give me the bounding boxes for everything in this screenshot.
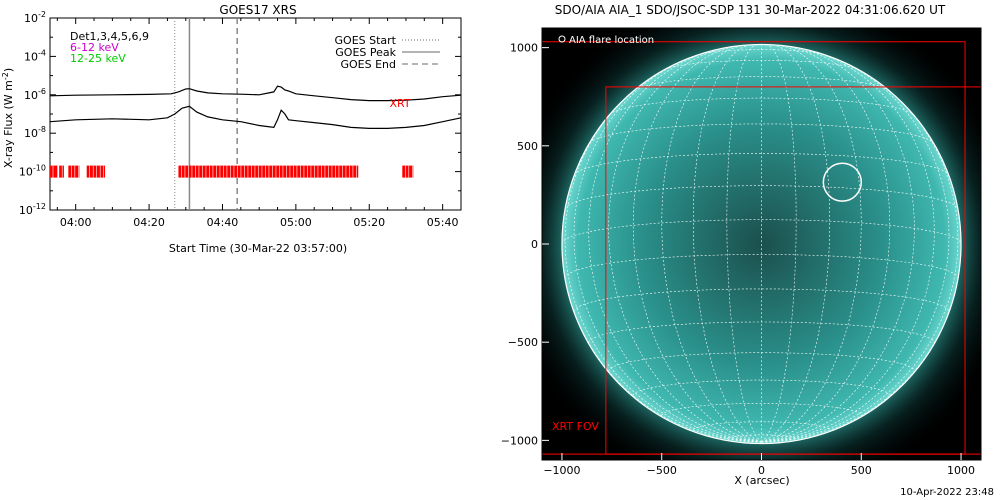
aia-x-axis-label: X (arcsec) bbox=[734, 474, 789, 487]
aia-y-tick-label: −500 bbox=[508, 336, 538, 349]
longitude-line bbox=[564, 81, 762, 443]
aia-y-tick-label: 1000 bbox=[510, 42, 538, 55]
aia-y-tick-label: 500 bbox=[517, 140, 538, 153]
aia-x-tick-label: 0 bbox=[758, 464, 765, 477]
goes-legend-label: GOES Peak bbox=[335, 46, 396, 59]
solar-disk bbox=[561, 44, 962, 444]
goes-legend-label: GOES End bbox=[340, 58, 396, 71]
goes-y-tick-label: 10-2 bbox=[24, 10, 46, 25]
aia-y-tick-label: −1000 bbox=[501, 434, 538, 447]
aia-x-tick-label: −1000 bbox=[543, 464, 580, 477]
aia-plot-area: AIA flare location XRT FOV −1000 −500 0 500 10… bbox=[501, 27, 982, 477]
aia-flare-legend-label: AIA flare location bbox=[569, 35, 654, 46]
goes-series-line-1 bbox=[49, 105, 462, 129]
aia-title: SDO/AIA AIA_1 SDO/JSOC-SDP 131 30-Mar-20… bbox=[555, 3, 946, 17]
goes-x-tick-label: 05:20 bbox=[353, 216, 385, 229]
goes-xrs-panel: GOES17 XRS 04:00 04:20 04:40 05:00 05:20 05:4… bbox=[1, 3, 462, 255]
goes-series-line-0 bbox=[49, 85, 462, 102]
goes-x-tick-label: 05:40 bbox=[427, 216, 459, 229]
goes-y-tick-label: 10-8 bbox=[24, 125, 46, 140]
xrt-fov-label: XRT FOV bbox=[552, 420, 599, 433]
solar-limb bbox=[561, 43, 962, 445]
goes-y-axis-label-close: ) bbox=[2, 68, 15, 72]
goes-y-axis-label-exponent: -2 bbox=[1, 72, 10, 80]
aia-flare-circle bbox=[822, 162, 863, 202]
goes-plot-area: 04:00 04:20 04:40 05:00 05:20 05:40 10-2 10-4 10… bbox=[19, 10, 462, 229]
longitude-line bbox=[761, 46, 891, 443]
goes-x-tick-label: 04:00 bbox=[60, 216, 92, 229]
longitude-line bbox=[761, 44, 797, 443]
latitude-line bbox=[589, 123, 934, 144]
longitude-line bbox=[761, 81, 959, 443]
longitude-line bbox=[693, 44, 762, 443]
goes-x-axis-label: Start Time (30-Mar-22 03:57:00) bbox=[169, 242, 347, 255]
longitude-line bbox=[761, 46, 915, 443]
latitude-line bbox=[565, 185, 958, 209]
aia-x-tick-label: 500 bbox=[851, 464, 872, 477]
goes-title: GOES17 XRS bbox=[219, 3, 296, 17]
longitude-line bbox=[608, 46, 762, 443]
goes-x-tick-label: 05:00 bbox=[280, 216, 312, 229]
goes-channel-label: 6-12 keV bbox=[70, 41, 119, 54]
longitude-line bbox=[632, 46, 762, 443]
longitude-line bbox=[726, 44, 762, 443]
goes-x-tick-label: 04:40 bbox=[207, 216, 239, 229]
longitude-line bbox=[761, 49, 935, 443]
goes-y-tick-label: 10-4 bbox=[24, 48, 46, 63]
goes-y-axis-label: X-ray Flux (W m-2) bbox=[1, 68, 15, 168]
longitude-line bbox=[588, 49, 762, 443]
latitude-line bbox=[561, 219, 962, 245]
longitude-line bbox=[761, 44, 830, 443]
aia-x-tick-label: 1000 bbox=[947, 464, 975, 477]
goes-legend-label: GOES Start bbox=[335, 34, 397, 47]
goes-y-tick-label: 10-10 bbox=[19, 164, 46, 179]
latitude-line bbox=[726, 434, 797, 440]
aia-y-tick-label: 0 bbox=[531, 238, 538, 251]
aia-x-tick-label: −500 bbox=[647, 464, 677, 477]
goes-y-tick-label: 10-6 bbox=[24, 87, 46, 102]
xrt-observation-segment bbox=[178, 165, 359, 178]
aia-image-panel: SDO/AIA AIA_1 SDO/JSOC-SDP 131 30-Mar-20… bbox=[501, 3, 982, 487]
goes-channel-label: Det1,3,4,5,6,9 bbox=[70, 30, 149, 43]
creation-timestamp: 10-Apr-2022 23:48 bbox=[900, 487, 994, 498]
latitude-line bbox=[564, 254, 959, 279]
goes-x-tick-label: 04:20 bbox=[133, 216, 165, 229]
xrt-observation-segment bbox=[50, 165, 58, 178]
goes-y-tick-label: 10-12 bbox=[19, 202, 46, 217]
xrt-observation-segment bbox=[68, 165, 80, 178]
latitude-line bbox=[609, 97, 914, 115]
xrt-observation-segment bbox=[59, 165, 64, 178]
goes-channel-label: 12-25 keV bbox=[70, 52, 126, 65]
aia-image-clip-group bbox=[542, 28, 981, 460]
xrt-observation-segment bbox=[402, 165, 414, 178]
goes-y-axis-label-main: X-ray Flux (W m bbox=[2, 80, 15, 168]
aia-flare-legend-marker bbox=[558, 35, 566, 43]
xrt-label: XRT bbox=[389, 97, 410, 110]
